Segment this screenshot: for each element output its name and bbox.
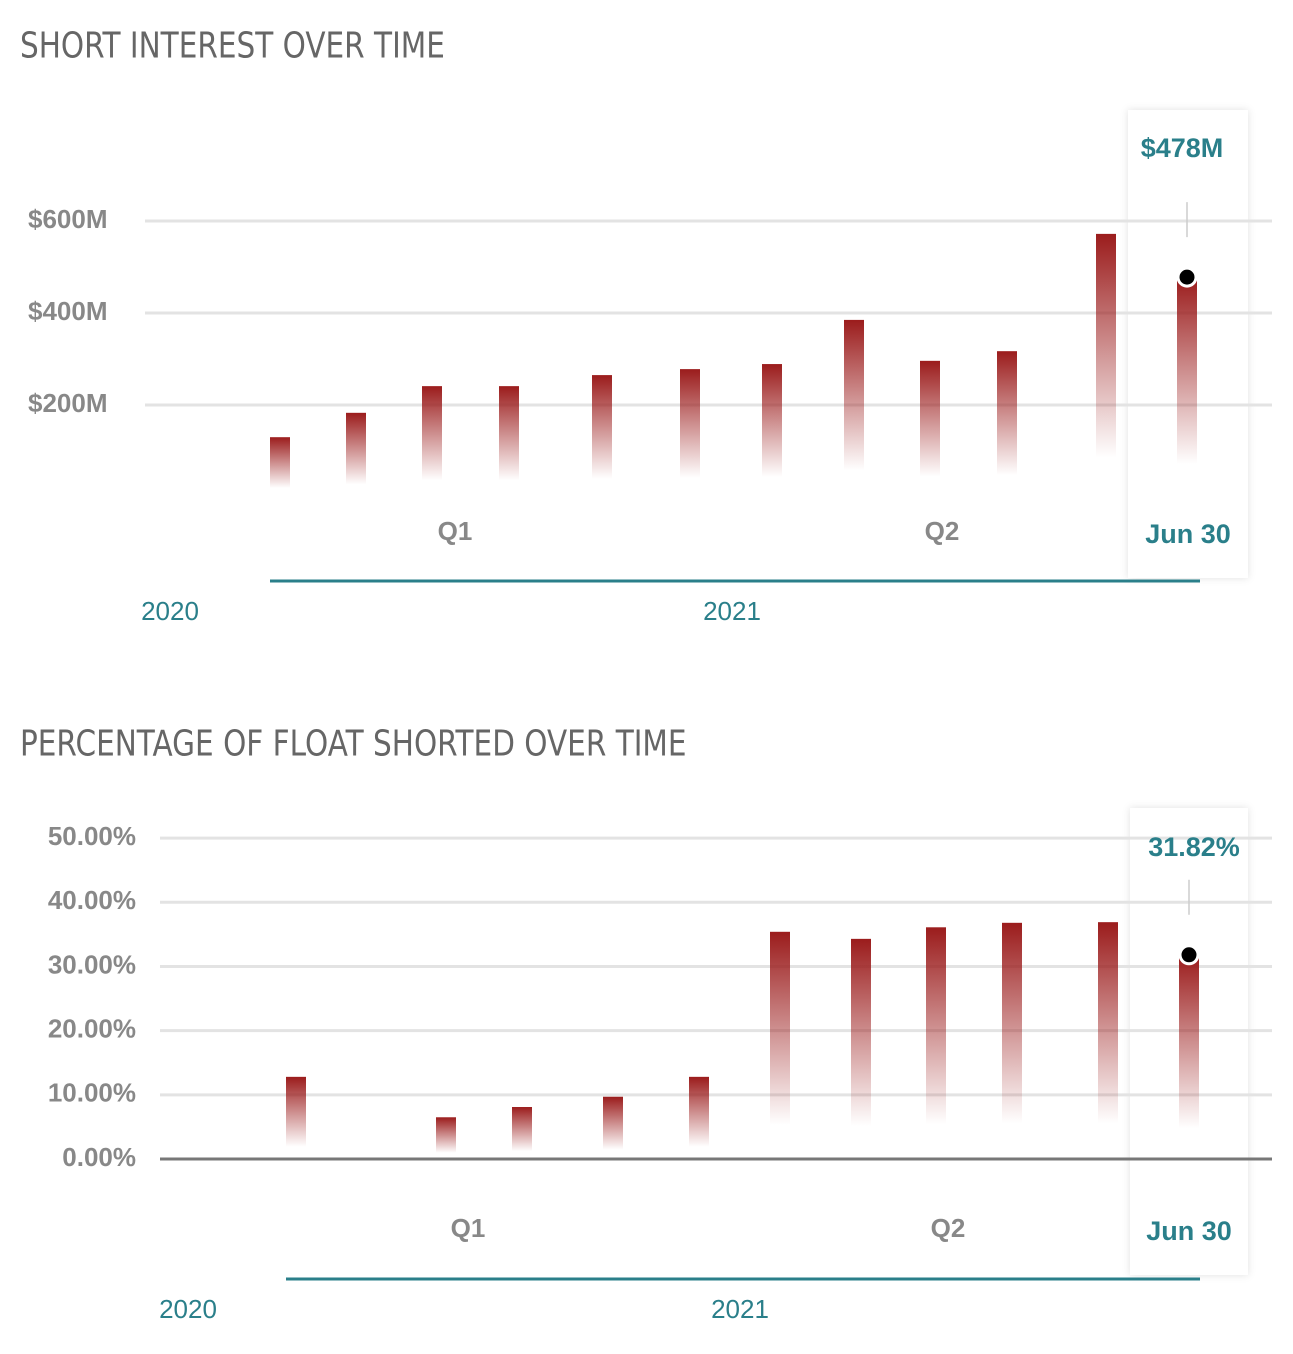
bar — [422, 386, 442, 497]
bar — [1096, 233, 1116, 497]
highlight-label: Jun 30 — [1145, 519, 1231, 549]
bar — [920, 360, 940, 497]
bar — [346, 412, 366, 497]
period-label: Q1 — [438, 516, 473, 546]
bar — [270, 437, 290, 497]
chart-title: SHORT INTEREST OVER TIME — [20, 23, 445, 66]
y-tick-label: 30.00% — [48, 949, 136, 979]
highlight-dot — [1178, 944, 1200, 966]
period-label: Q2 — [925, 516, 960, 546]
bar — [926, 927, 946, 1159]
year-label: 2021 — [711, 1294, 769, 1324]
y-tick-label: 10.00% — [48, 1078, 136, 1108]
bar — [997, 351, 1017, 497]
highlight-dot — [1176, 266, 1198, 288]
y-tick-label: 40.00% — [48, 885, 136, 915]
bar — [1177, 277, 1197, 497]
y-tick-label: $200M — [28, 388, 108, 418]
bar — [1179, 954, 1199, 1159]
bar — [1098, 922, 1118, 1159]
bar — [512, 1107, 532, 1159]
value-label: 31.82% — [1148, 832, 1240, 862]
bar — [603, 1096, 623, 1159]
bar — [844, 319, 864, 497]
year-label: 2021 — [703, 596, 761, 626]
bar — [286, 1076, 306, 1159]
bar — [1002, 922, 1022, 1159]
bar — [436, 1117, 456, 1159]
year-label: 2020 — [159, 1294, 217, 1324]
period-label: Q1 — [451, 1213, 486, 1243]
y-tick-label: 0.00% — [62, 1142, 136, 1172]
highlight-label: Jun 30 — [1146, 1216, 1232, 1246]
value-label: $478M — [1141, 133, 1224, 163]
bar — [689, 1076, 709, 1159]
bar — [770, 931, 790, 1159]
chart-title: PERCENTAGE OF FLOAT SHORTED OVER TIME — [20, 721, 687, 764]
y-tick-label: $400M — [28, 296, 108, 326]
bar — [499, 386, 519, 497]
bar — [851, 938, 871, 1159]
y-tick-label: $600M — [28, 204, 108, 234]
bar — [680, 369, 700, 497]
y-tick-label: 50.00% — [48, 821, 136, 851]
year-label: 2020 — [141, 596, 199, 626]
y-tick-label: 20.00% — [48, 1014, 136, 1044]
bar — [762, 364, 782, 497]
bar — [592, 375, 612, 497]
period-label: Q2 — [931, 1213, 966, 1243]
